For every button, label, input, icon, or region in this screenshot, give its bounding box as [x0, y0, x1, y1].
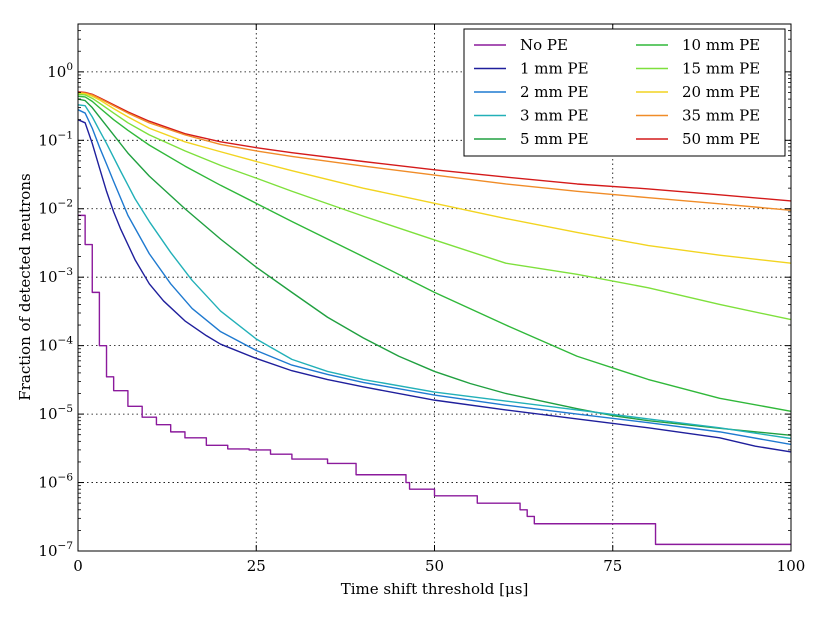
y-tick-base: 10 — [38, 268, 57, 286]
y-axis-label: Fraction of detected neutrons — [16, 173, 34, 400]
series-line-15-mm-pe — [77, 93, 792, 321]
y-tick-label: 10−4 — [38, 335, 73, 355]
legend-label: 5 mm PE — [520, 130, 589, 148]
y-tick-exponent: −5 — [58, 403, 73, 415]
series-line-no-pe — [78, 214, 791, 546]
legend-label: 1 mm PE — [520, 60, 589, 78]
x-tick-label: 50 — [425, 557, 444, 575]
series-line-10-mm-pe — [77, 95, 792, 412]
legend-label: No PE — [520, 36, 568, 54]
series-line-3-mm-pe — [77, 104, 792, 440]
y-tick-exponent: −6 — [58, 472, 74, 484]
legend-label: 35 mm PE — [682, 107, 760, 125]
x-axis-label: Time shift threshold [μs] — [341, 580, 529, 598]
y-tick-base: 10 — [38, 542, 57, 560]
series-line-35-mm-pe — [77, 91, 792, 211]
legend-label: 20 mm PE — [682, 83, 760, 101]
legend-label: 15 mm PE — [682, 60, 760, 78]
y-tick-exponent: 0 — [66, 61, 73, 73]
y-tick-base: 10 — [38, 131, 57, 149]
y-tick-base: 10 — [38, 405, 57, 423]
y-tick-base: 10 — [38, 337, 57, 355]
y-tick-label: 10−2 — [38, 198, 73, 218]
legend-label: 10 mm PE — [682, 36, 760, 54]
legend-label: 2 mm PE — [520, 83, 589, 101]
y-tick-label: 10−1 — [38, 129, 73, 149]
series-line-2-mm-pe — [77, 109, 792, 446]
series-line-20-mm-pe — [77, 92, 792, 264]
x-tick-label: 0 — [73, 557, 83, 575]
y-tick-exponent: −3 — [58, 266, 73, 278]
y-tick-exponent: −4 — [58, 335, 74, 347]
x-tick-label: 100 — [777, 557, 806, 575]
y-tick-exponent: −7 — [58, 540, 73, 552]
y-tick-base: 10 — [47, 63, 66, 81]
y-tick-base: 10 — [38, 200, 57, 218]
series-lines — [77, 91, 792, 546]
legend: No PE 1 mm PE 2 mm PE 3 mm PE 5 mm PE 10 mm P… — [463, 28, 786, 157]
series-line-1-mm-pe — [77, 119, 792, 453]
y-tick-label: 10−7 — [38, 540, 73, 560]
y-tick-base: 10 — [38, 474, 57, 492]
legend-label: 3 mm PE — [520, 107, 589, 125]
legend-label: 50 mm PE — [682, 130, 760, 148]
ticks: 0 25 50 75 10010−710−610−510−410−310−210−110… — [38, 23, 806, 575]
x-tick-label: 25 — [247, 557, 266, 575]
legend-box — [463, 28, 786, 157]
y-tick-exponent: −1 — [58, 129, 73, 141]
y-tick-label: 10−5 — [38, 403, 73, 423]
x-tick-label: 75 — [603, 557, 622, 575]
y-tick-label: 10−6 — [38, 472, 73, 492]
y-tick-label: 100 — [47, 61, 73, 81]
y-tick-label: 10−3 — [38, 266, 73, 286]
y-tick-exponent: −2 — [58, 198, 73, 210]
